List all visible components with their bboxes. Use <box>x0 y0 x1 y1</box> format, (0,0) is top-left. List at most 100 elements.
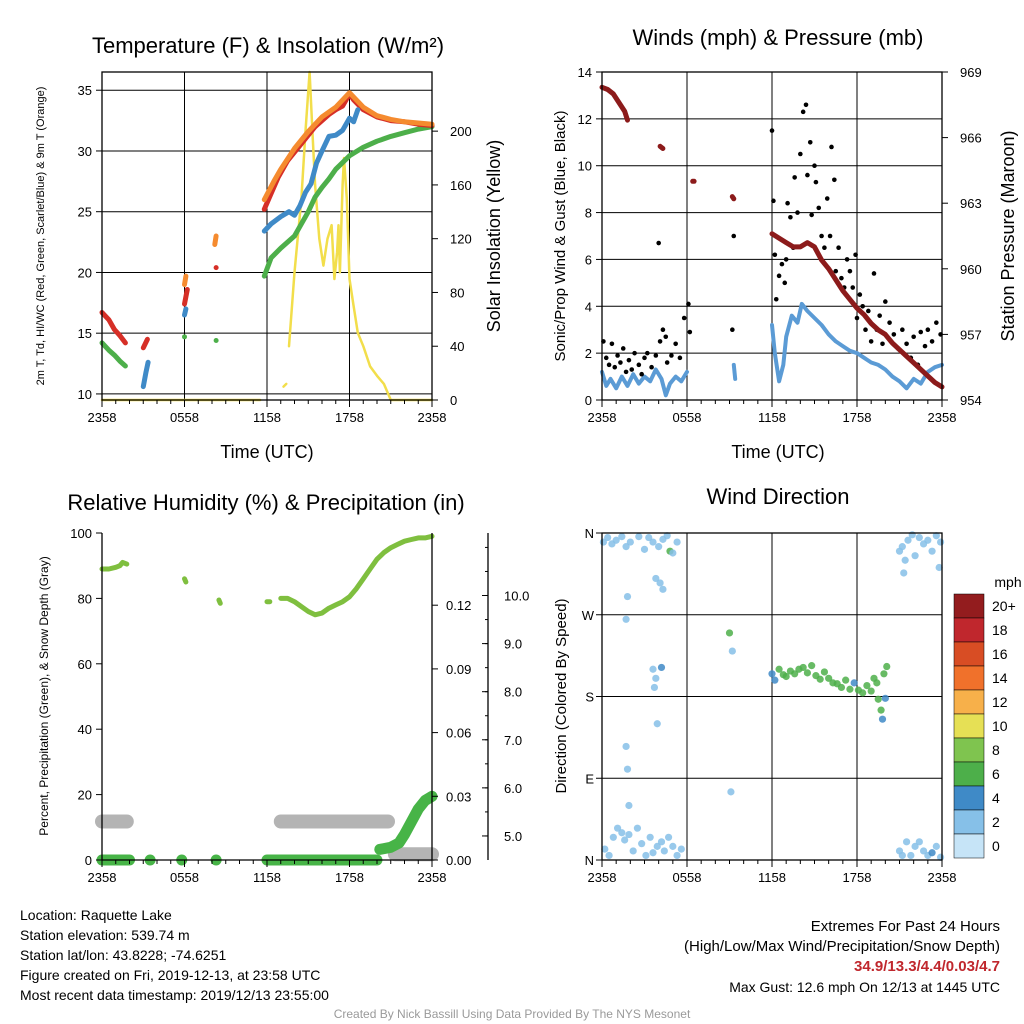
direction-point <box>908 531 916 539</box>
direction-point <box>791 670 799 678</box>
humidity-panel: Relative Humidity (%) & Precipitation (i… <box>37 490 529 885</box>
pressure-segment <box>599 84 630 123</box>
direction-point <box>928 849 936 857</box>
direction-point <box>638 840 646 848</box>
direction-point <box>725 629 734 637</box>
y-right-tick-label: 960 <box>960 262 982 277</box>
legend-title: mph <box>994 574 1021 590</box>
gust-point <box>853 252 858 258</box>
wind-direction-panel: Wind Direction 2358 0558 1158 1758 2358 N E S W N D… <box>553 484 1022 885</box>
gust-point <box>844 257 850 262</box>
direction-point <box>825 674 833 682</box>
precip-tick-label: 0.12 <box>446 598 471 613</box>
direction-point <box>650 683 659 692</box>
wind-segment <box>731 362 738 381</box>
direction-point <box>837 683 846 692</box>
gust-point <box>827 233 833 239</box>
direction-point <box>820 668 829 676</box>
gust-point <box>769 128 775 133</box>
legend-swatch <box>953 617 985 643</box>
legend-swatch <box>953 713 985 739</box>
gust-point <box>620 346 626 351</box>
direction-point <box>601 845 609 853</box>
direction-point <box>881 694 889 702</box>
direction-point <box>629 847 637 855</box>
gust-point <box>857 292 863 297</box>
precip-tick-label: 0.09 <box>446 662 471 677</box>
chart-title: Relative Humidity (%) & Precipitation (i… <box>67 490 464 515</box>
gust-point <box>813 179 819 185</box>
direction-point <box>613 824 622 832</box>
direction-point <box>803 669 812 677</box>
location-text: Location: Raquette Lake <box>20 907 172 923</box>
gust-point <box>925 327 931 333</box>
direction-point <box>669 842 677 850</box>
gust-point <box>788 214 793 220</box>
gust-point <box>649 364 654 370</box>
series-2-segment <box>140 359 151 390</box>
x-tick-label: 0558 <box>170 410 199 425</box>
gust-point <box>866 308 871 314</box>
gust-point <box>773 296 779 302</box>
direction-point <box>612 536 620 544</box>
extremes-title: Extremes For Past 24 Hours <box>810 918 1000 935</box>
y-tick-label: 10 <box>578 159 592 174</box>
extremes-subtitle: (High/Low/Max Wind/Precipitation/Snow De… <box>684 938 1000 955</box>
direction-point <box>622 742 630 751</box>
y-tick-label: 0 <box>585 393 592 408</box>
x-tick-label: 2358 <box>418 870 447 885</box>
direction-point <box>859 689 867 697</box>
series-0-segment <box>99 310 128 346</box>
series-3-segment <box>182 273 189 288</box>
legend-label: 2 <box>992 814 1000 830</box>
gust-point <box>816 205 822 211</box>
gust-point <box>730 327 735 333</box>
direction-point <box>646 833 654 841</box>
y-axis-label: Sonic/Prop Wind & Gust (Blue, Black) <box>552 111 569 362</box>
gust-point <box>854 315 860 321</box>
gust-point <box>636 362 642 368</box>
direction-point <box>904 536 912 544</box>
gust-point <box>603 355 609 361</box>
rh-segment <box>99 559 130 572</box>
gust-point <box>771 198 776 204</box>
series-3-segment <box>261 90 435 203</box>
direction-point <box>652 674 660 682</box>
rh-segment <box>216 597 223 606</box>
x-tick-label: 0558 <box>170 870 199 885</box>
gust-point <box>891 332 897 337</box>
direction-point <box>907 851 915 860</box>
direction-point <box>919 847 928 855</box>
gust-point <box>673 341 678 347</box>
direction-point <box>655 543 663 551</box>
y-tick-label: 100 <box>70 526 92 541</box>
x-tick-label: 2358 <box>88 870 117 885</box>
max-gust-text: Max Gust: 12.6 mph On 12/13 at 1445 UTC <box>729 979 1000 995</box>
y-right-tick-label: 969 <box>960 65 982 80</box>
gust-point <box>904 341 909 347</box>
gust-point <box>829 144 834 150</box>
wind-segment <box>600 367 689 398</box>
y-right-tick-label: 954 <box>960 393 982 408</box>
series-4-segment <box>282 382 288 388</box>
y-tick-label: 6 <box>585 252 592 267</box>
direction-point <box>883 662 891 671</box>
x-tick-label: 1158 <box>758 870 786 885</box>
gust-point <box>653 353 659 358</box>
gust-point <box>883 299 888 304</box>
snow-tick-label: 10.0 <box>504 589 529 604</box>
precip-tick-label: 0.06 <box>446 726 471 741</box>
direction-point <box>911 842 919 850</box>
gust-point <box>833 268 839 274</box>
gust-point <box>863 327 868 333</box>
x-tick-label: 2358 <box>928 410 957 425</box>
x-tick-label: 2358 <box>588 410 617 425</box>
elevation-text: Station elevation: 539.74 m <box>20 927 190 943</box>
y-tick-label: 60 <box>78 657 92 672</box>
precip-tick-label: 0.00 <box>446 853 471 868</box>
gust-point <box>832 177 837 183</box>
x-tick-label: 2358 <box>588 870 617 885</box>
direction-point <box>928 547 936 555</box>
gust-point <box>900 327 905 333</box>
pressure-segment <box>769 231 945 390</box>
